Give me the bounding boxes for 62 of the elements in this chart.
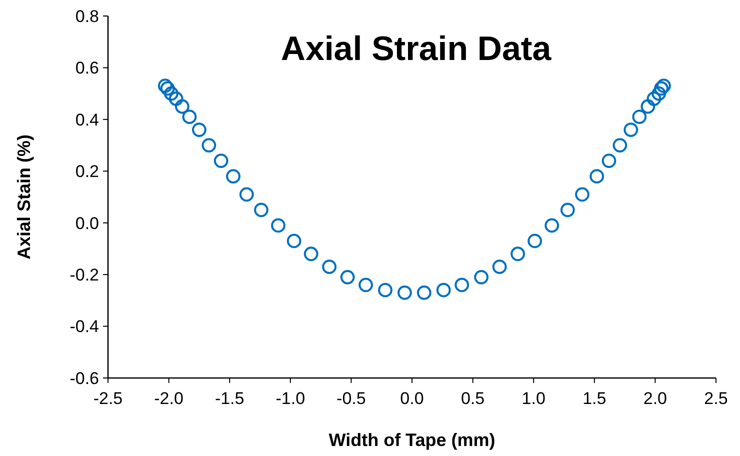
point [640,99,656,114]
point [182,110,197,124]
point [646,92,662,106]
point [474,270,489,284]
point [654,81,668,96]
point [416,285,432,300]
point [164,86,178,101]
point [340,270,355,284]
y-tick-label: 0.4 [75,110,99,130]
point [560,202,575,218]
x-tick-label: 2.5 [704,389,728,408]
y-tick-label: 0.2 [75,162,99,182]
point [214,154,228,168]
y-tick-label: -0.4 [70,317,99,336]
point [632,110,647,124]
x-tick-label: 0.0 [400,389,424,408]
x-tick-label: -2.0 [154,389,184,408]
point [492,260,507,274]
point [398,285,412,300]
point [575,187,590,202]
y-tick-label: 0.6 [75,58,99,78]
point [528,234,542,248]
y-tick-label: 0.0 [75,214,99,233]
point [624,122,638,137]
point [436,282,451,298]
point [158,78,172,93]
point [286,234,302,248]
x-tick-label: -0.5 [336,389,366,408]
y-axis-title: Axial Stain (%) [14,134,34,260]
point [322,260,337,274]
point [239,187,254,202]
y-tick-label: 0.8 [75,6,99,26]
point [192,122,206,137]
point [510,246,525,262]
point [174,99,190,114]
x-axis-title: Width of Tape (mm) [328,430,496,450]
x-tick-label: -1.5 [214,389,244,408]
chart-title: Axial Strain Data [280,30,552,68]
point [168,92,184,106]
x-tick-label: -2.5 [93,389,123,408]
point [602,154,616,168]
y-tick-label: -0.6 [70,368,99,388]
point [544,218,560,233]
point [304,246,318,262]
x-tick-label: 0.5 [460,389,485,408]
x-tick-label: 1.5 [582,389,606,408]
point [612,138,628,152]
point [358,278,373,292]
point [160,81,175,96]
point [254,202,268,218]
point [590,169,604,184]
point [271,218,286,233]
point [202,138,216,152]
y-tick-label: -0.2 [70,266,99,285]
point [652,86,666,101]
x-tick-label: 2.0 [643,389,668,408]
point [226,169,240,184]
x-tick-label: -1.0 [276,389,306,408]
point [378,282,392,298]
point [454,278,470,292]
point [656,78,671,93]
x-tick-label: 1.0 [522,389,546,408]
